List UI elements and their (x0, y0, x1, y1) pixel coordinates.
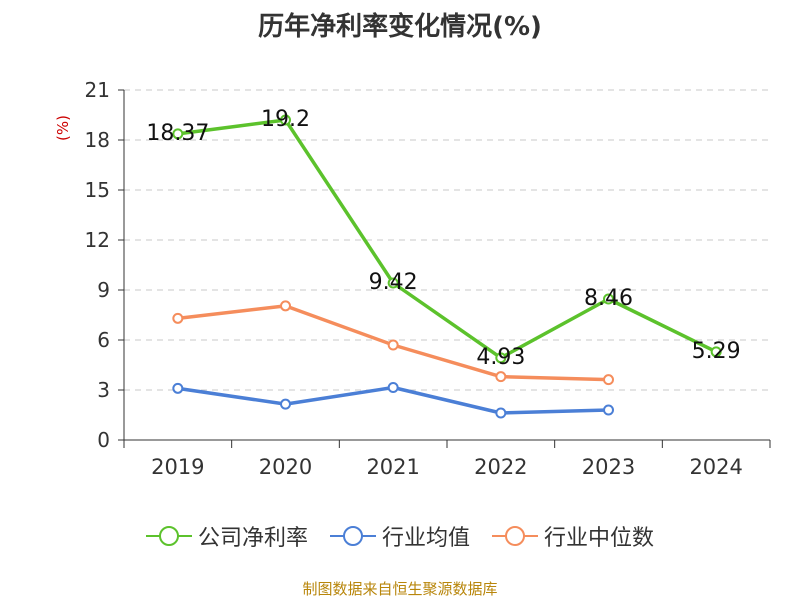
data-point (603, 404, 614, 416)
data-point (172, 382, 184, 394)
data-point (280, 300, 291, 312)
data-label: 19.2 (261, 107, 310, 132)
legend-marker-company (145, 526, 192, 546)
legend-item-industry-median[interactable]: 行业中位数 (492, 520, 654, 552)
data-point (710, 346, 722, 358)
data-label: 8.46 (584, 286, 633, 311)
y-tick-label: 0 (97, 428, 110, 452)
data-label: 5.29 (692, 339, 741, 364)
data-point (280, 114, 291, 126)
legend-label-industry-mean: 行业均值 (381, 526, 470, 551)
y-axis-label: (%) (54, 115, 72, 141)
legend-label-company: 公司净利率 (197, 526, 308, 551)
line-chart: 0 3 6 9 12 15 18 21 2019 2020 2021 2022 2023 2024 (%) 1… (54, 78, 771, 479)
y-tick-label: 3 (97, 378, 110, 402)
series-line (177, 118, 717, 360)
x-tick-label: 2021 (366, 455, 419, 479)
data-point (495, 407, 507, 419)
chart-title: 历年净利率变化情况(%) (258, 12, 542, 42)
y-tick-label: 15 (85, 178, 110, 202)
data-point (387, 382, 399, 393)
data-label: 18.37 (146, 121, 209, 146)
data-label: 9.42 (369, 270, 418, 295)
legend-marker-industry-median (492, 526, 538, 546)
data-point (495, 352, 507, 364)
y-tick-label: 9 (97, 278, 110, 302)
data-source-note: 制图数据来自恒生聚源数据库 (302, 580, 498, 598)
legend-label-industry-median: 行业中位数 (544, 526, 655, 551)
data-point (280, 398, 291, 410)
x-tick-label: 2019 (151, 455, 204, 479)
data-point (172, 312, 184, 324)
data-point (603, 374, 614, 386)
data-point (603, 293, 614, 305)
data-point (172, 128, 184, 140)
data-label: 4.93 (476, 345, 525, 370)
data-point (387, 339, 399, 351)
legend-marker-industry-mean (329, 526, 376, 546)
x-tick-label: 2022 (474, 455, 527, 479)
legend: 公司净利率 行业均值 行业中位数 (0, 520, 800, 552)
y-tick-label: 21 (85, 78, 110, 102)
legend-item-industry-mean[interactable]: 行业均值 (329, 520, 470, 552)
legend-item-company[interactable]: 公司净利率 (145, 520, 308, 552)
x-tick-label: 2024 (689, 455, 742, 479)
x-tick-label: 2023 (582, 455, 635, 479)
data-point (387, 277, 399, 289)
y-tick-label: 12 (85, 228, 110, 252)
y-tick-label: 6 (97, 328, 110, 352)
x-tick-label: 2020 (259, 455, 312, 479)
y-tick-label: 18 (85, 128, 110, 152)
data-point (495, 371, 507, 383)
